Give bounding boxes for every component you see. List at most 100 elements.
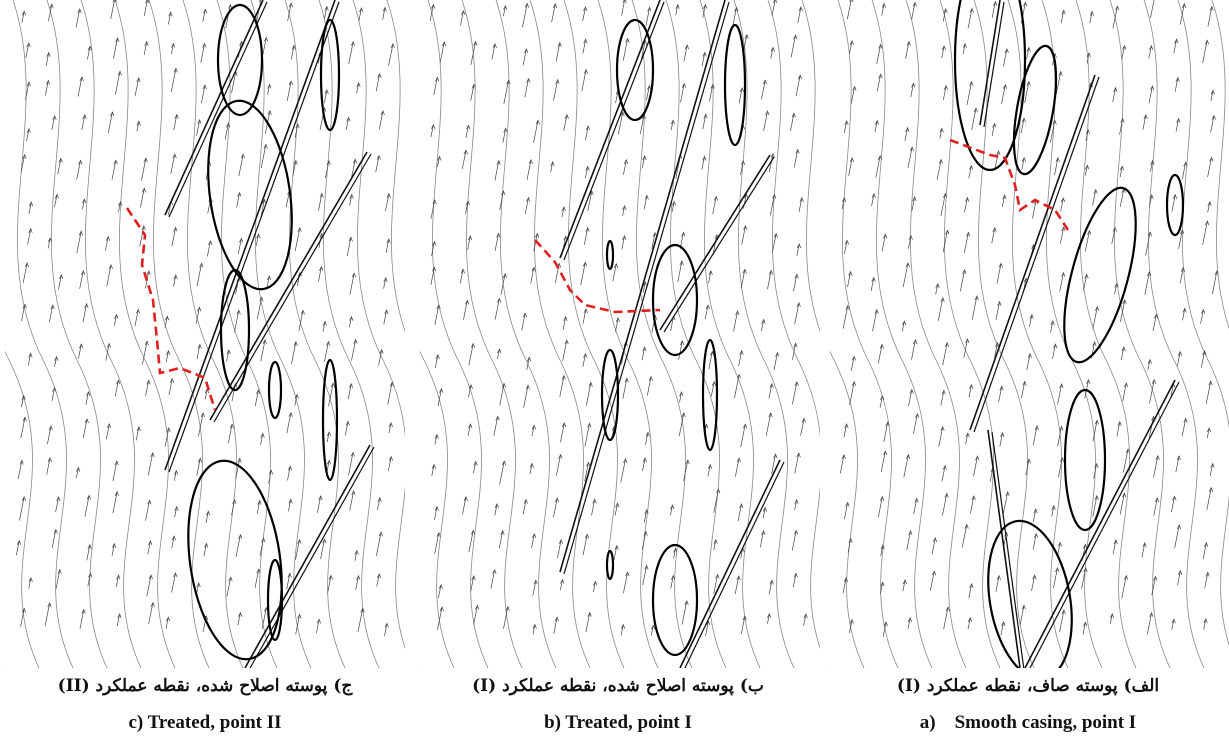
velocity-arrow [195,307,200,324]
arrow-head [932,537,938,543]
arrow-head [643,530,648,536]
contour-line [318,0,380,668]
arrow-head [439,387,444,393]
velocity-arrow [167,12,172,25]
arrow-head [1032,574,1037,580]
velocity-arrow [650,625,654,636]
velocity-arrow [237,612,241,626]
velocity-arrow [1173,39,1177,54]
arrow-head [1122,299,1127,305]
velocity-arrow [1092,420,1098,442]
velocity-arrow [170,154,176,175]
arrow-head [492,43,497,49]
arrow-head [768,269,774,275]
arrow-head [501,382,506,388]
velocity-arrow [622,378,628,399]
velocity-arrow [1205,381,1212,404]
arrow-head [326,459,332,465]
velocity-arrow [1025,459,1030,476]
arrow-head [203,8,208,14]
velocity-arrow [146,575,152,597]
arrow-head [465,200,470,206]
arrow-head [707,463,713,469]
velocity-arrow [761,80,766,100]
arrow-head [148,574,153,580]
arrow-head [1149,611,1154,617]
arrow-head [435,353,440,360]
velocity-arrow [317,495,322,513]
arrow-head [1176,524,1182,530]
arrow-head [228,3,233,9]
velocity-arrow [1144,271,1150,295]
arrow-head [384,622,389,628]
velocity-arrow [1032,509,1037,523]
velocity-arrow [998,386,1003,403]
arrow-head [623,457,628,463]
arrow-head [1183,161,1188,167]
arrow-head [1083,567,1088,573]
arrow-head [108,264,113,270]
velocity-arrow [800,418,805,436]
arrow-head [681,412,686,418]
velocity-arrow [461,150,467,170]
velocity-arrow [1112,539,1117,555]
arrow-head [684,44,690,50]
velocity-arrow [1083,274,1088,291]
arrow-head [531,266,536,272]
velocity-arrow [286,81,292,101]
velocity-arrow [76,160,81,180]
arrow-head [1175,76,1180,82]
arrow-head [300,309,305,315]
arrow-head [533,579,538,585]
velocity-arrow [1146,612,1152,635]
arrow-head [909,388,914,394]
velocity-arrow [522,48,527,66]
arrow-head [1026,46,1031,52]
arrow-head [1033,508,1038,514]
velocity-arrow [942,342,948,366]
arrow-head [564,113,569,119]
arrow-head [998,262,1003,268]
arrow-head [588,381,593,387]
arrow-head [1209,156,1214,162]
velocity-arrow [645,432,649,445]
velocity-arrow [1060,197,1064,212]
arrow-head [941,389,946,395]
velocity-arrow [734,374,740,398]
velocity-arrow [17,460,23,479]
arrow-head [196,582,201,588]
arrow-head [117,70,122,76]
arrow-head [256,233,261,239]
velocity-arrow [877,496,883,518]
arrow-head [526,196,531,202]
velocity-arrow [118,201,121,213]
velocity-arrow [261,607,267,629]
velocity-arrow [617,112,624,135]
contour-line [1177,0,1229,646]
arrow-head [742,615,747,621]
velocity-arrow [430,267,435,285]
velocity-arrow [234,310,240,333]
velocity-arrow [1056,71,1062,94]
arrow-head [583,352,588,358]
arrow-head [136,120,141,126]
arrow-head [883,450,888,456]
arrow-head [328,574,333,580]
velocity-arrow [55,497,59,512]
arrow-head [256,568,261,574]
velocity-arrow [84,495,90,517]
arrow-head [1021,117,1026,123]
velocity-arrow [1020,118,1025,134]
arrow-head [583,6,588,12]
arrow-head [147,499,152,505]
arrow-head [319,265,324,271]
velocity-arrow [105,236,109,251]
velocity-arrow [553,79,559,101]
velocity-arrow [642,457,646,472]
arrow-head [772,193,777,199]
arrow-head [971,495,976,501]
arrow-head [166,349,171,355]
contour-line [5,350,40,668]
arrow-head [535,232,540,238]
contour-loop [953,0,1027,172]
